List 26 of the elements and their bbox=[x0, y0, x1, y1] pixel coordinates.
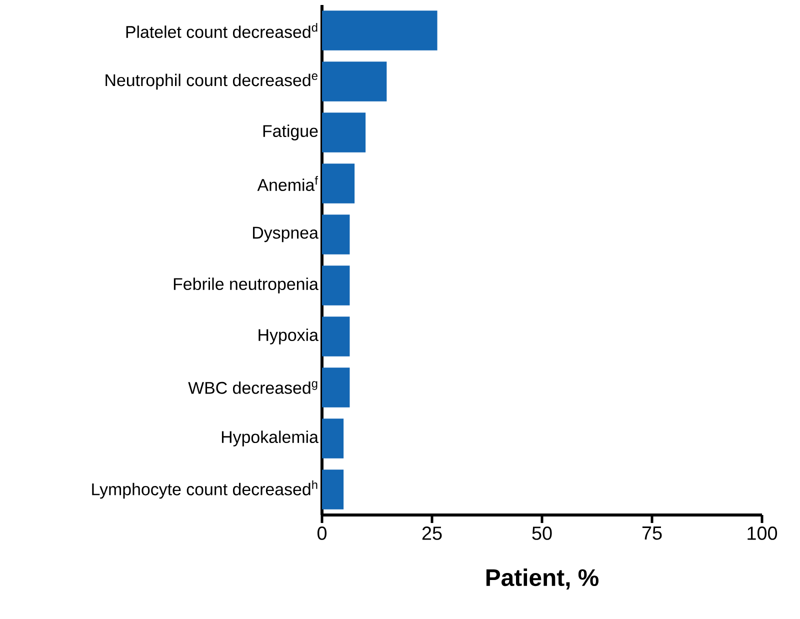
y-tick-label: Dyspnea bbox=[253, 226, 318, 242]
y-tick-label: Fatigue bbox=[263, 124, 318, 140]
bar bbox=[322, 316, 350, 356]
y-tick-label: Hypoxia bbox=[258, 328, 318, 344]
bar bbox=[322, 470, 344, 510]
bar bbox=[322, 266, 350, 306]
x-tick-label: 50 bbox=[532, 526, 552, 540]
bar bbox=[322, 368, 350, 408]
x-axis-title: Patient, % bbox=[486, 568, 598, 590]
y-tick-label: Anemia$^{f}$ bbox=[257, 176, 318, 191]
bar bbox=[322, 62, 387, 102]
bar bbox=[322, 214, 350, 254]
x-tick-label: 0 bbox=[317, 526, 327, 540]
bar bbox=[322, 10, 438, 50]
y-tick-label: Hypokalemia bbox=[222, 430, 318, 446]
y-tick-label: Febrile neutropenia bbox=[174, 278, 318, 294]
x-tick-label: 100 bbox=[748, 526, 778, 540]
bar bbox=[322, 164, 355, 204]
x-tick-label: 75 bbox=[642, 526, 662, 540]
y-tick-label: Platelet count decreased$^{d}$ bbox=[126, 22, 318, 38]
bar bbox=[322, 418, 344, 458]
y-tick-label: Neutrophil count decreased$^{e}$ bbox=[106, 73, 318, 90]
bar bbox=[322, 112, 366, 152]
y-tick-label: WBC decreased$^{g}$ bbox=[188, 381, 318, 394]
x-tick-label: 25 bbox=[422, 526, 442, 540]
y-tick-label: Lymphocyte count decreased$^{h}$ bbox=[92, 480, 318, 499]
